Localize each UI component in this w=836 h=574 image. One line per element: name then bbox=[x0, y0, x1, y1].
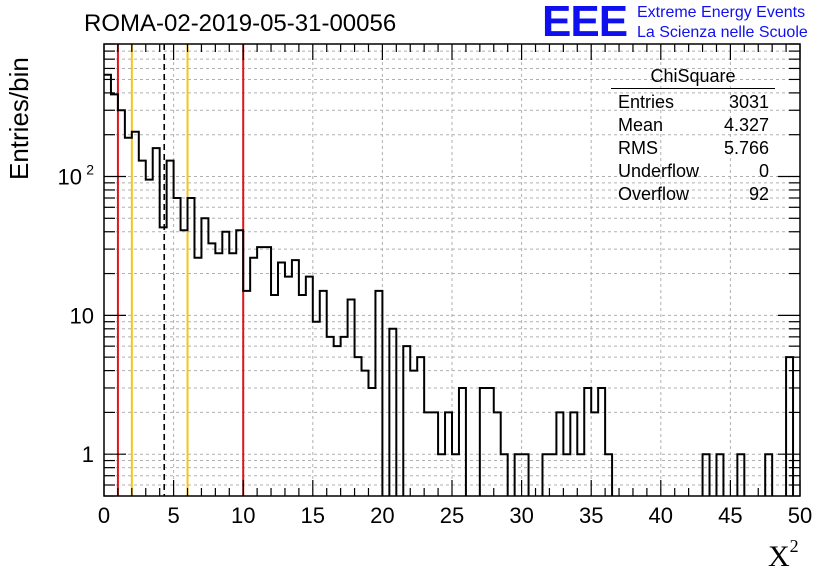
eee-logo: EEE Extreme Energy Events La Scienza nel… bbox=[542, 0, 834, 46]
stats-label: Overflow bbox=[618, 184, 690, 204]
x-tick-label: 20 bbox=[370, 503, 394, 528]
x-tick-label: 40 bbox=[649, 503, 673, 528]
chart-title: ROMA-02-2019-05-31-00056 bbox=[84, 10, 397, 37]
x-axis-label-base: X bbox=[768, 540, 790, 573]
stats-row-underflow: Underflow 0 bbox=[611, 160, 775, 183]
stats-row-rms: RMS 5.766 bbox=[611, 137, 775, 160]
y-tick-label: 10 bbox=[70, 303, 94, 328]
y-axis-label: Entries/bin bbox=[4, 57, 34, 180]
histogram-line bbox=[104, 73, 795, 496]
y-tick-label-exponent: 2 bbox=[86, 161, 94, 177]
histogram-series bbox=[104, 73, 795, 496]
x-tick-label: 30 bbox=[509, 503, 533, 528]
y-tick-label: 1 bbox=[82, 442, 94, 467]
stats-title: ChiSquare bbox=[611, 66, 775, 89]
x-axis-label: X2 bbox=[768, 536, 799, 574]
stats-label: RMS bbox=[618, 138, 658, 158]
x-tick-label: 15 bbox=[301, 503, 325, 528]
y-tick-label: 10 bbox=[58, 164, 82, 189]
x-tick-label: 45 bbox=[718, 503, 742, 528]
stats-label: Entries bbox=[618, 92, 675, 112]
stats-value: 3031 bbox=[728, 92, 769, 112]
stats-label: Mean bbox=[618, 115, 664, 135]
stats-value: 5.766 bbox=[723, 138, 769, 158]
stats-row-overflow: Overflow 92 bbox=[611, 183, 775, 206]
axis-ticks bbox=[103, 43, 801, 497]
reference-lines bbox=[116, 44, 245, 496]
logo-mark: EEE bbox=[542, 0, 628, 46]
x-tick-label: 0 bbox=[98, 503, 110, 528]
stats-value: 92 bbox=[748, 184, 769, 204]
stats-value: 4.327 bbox=[723, 115, 769, 135]
stats-row-entries: Entries 3031 bbox=[611, 91, 775, 114]
x-axis-label-superscript: 2 bbox=[789, 536, 799, 556]
x-tick-label: 35 bbox=[579, 503, 603, 528]
logo-line-2: La Scienza nelle Scuole bbox=[637, 24, 808, 41]
stats-label: Underflow bbox=[618, 161, 700, 181]
stats-row-mean: Mean 4.327 bbox=[611, 114, 775, 137]
x-tick-label: 50 bbox=[788, 503, 812, 528]
x-tick-label: 25 bbox=[440, 503, 464, 528]
x-tick-label: 5 bbox=[167, 503, 179, 528]
stats-value: 0 bbox=[758, 161, 769, 181]
stats-box: ChiSquare Entries 3031 Mean 4.327 RMS 5.766… bbox=[611, 66, 775, 206]
logo-line-1: Extreme Energy Events bbox=[637, 4, 806, 21]
grid-lines bbox=[104, 43, 800, 497]
x-tick-label: 10 bbox=[231, 503, 255, 528]
